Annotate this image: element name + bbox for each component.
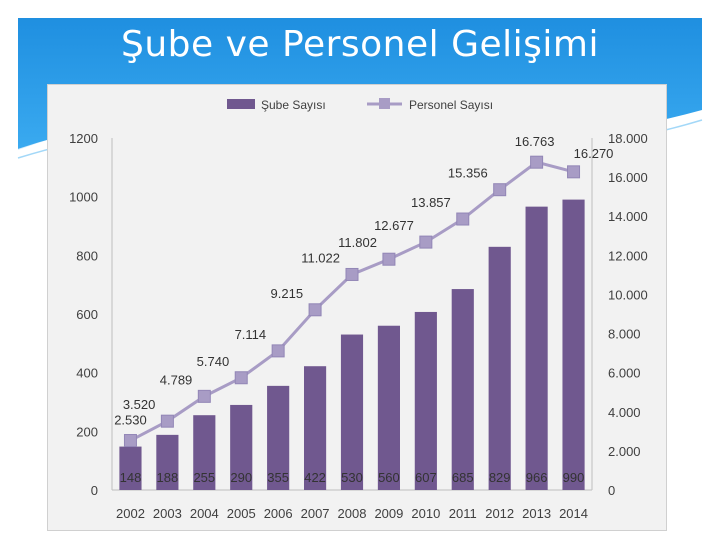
y-right-tick-label: 0 — [608, 483, 615, 498]
y-left-tick-label: 200 — [76, 424, 98, 439]
y-right-tick-label: 6.000 — [608, 366, 641, 381]
x-tick-label: 2006 — [264, 506, 293, 521]
x-tick-label: 2010 — [411, 506, 440, 521]
line-point-personel — [493, 183, 507, 197]
bar-data-label: 290 — [230, 470, 252, 485]
bar-data-label: 422 — [304, 470, 326, 485]
line-point-personel — [308, 303, 322, 317]
bar-data-label: 685 — [452, 470, 474, 485]
bar-data-label: 966 — [526, 470, 548, 485]
bar-data-label: 829 — [489, 470, 511, 485]
bar-sube-sayisi — [377, 325, 400, 490]
line-data-label: 12.677 — [374, 218, 414, 233]
legend-label-sube: Şube Sayısı — [261, 98, 326, 112]
line-data-label: 13.857 — [411, 195, 451, 210]
line-point-personel — [567, 165, 581, 179]
line-data-label: 16.763 — [515, 134, 555, 149]
line-point-personel — [419, 235, 433, 249]
line-point-personel — [382, 252, 396, 266]
line-data-label: 11.022 — [301, 250, 340, 265]
bar-sube-sayisi — [451, 289, 474, 490]
y-left-tick-label: 1000 — [69, 190, 98, 205]
line-data-label: 3.520 — [123, 397, 156, 412]
x-tick-label: 2002 — [116, 506, 145, 521]
legend-label-personel: Personel Sayısı — [409, 98, 493, 112]
line-data-label: 7.114 — [235, 327, 267, 342]
line-point-personel — [345, 267, 359, 281]
y-left-tick-label: 800 — [76, 248, 98, 263]
bar-sube-sayisi — [562, 199, 585, 490]
bar-data-label: 560 — [378, 470, 400, 485]
bar-sube-sayisi — [267, 385, 290, 490]
bar-data-label: 255 — [193, 470, 215, 485]
x-tick-label: 2012 — [485, 506, 514, 521]
bar-sube-sayisi — [414, 311, 437, 490]
slide-title: Şube ve Personel Gelişimi — [121, 24, 599, 65]
bar-sube-sayisi — [304, 366, 327, 490]
legend-swatch-sube — [227, 99, 255, 109]
bar-data-label: 355 — [267, 470, 289, 485]
x-tick-label: 2011 — [449, 506, 477, 521]
bar-data-label: 148 — [120, 470, 142, 485]
bar-sube-sayisi — [340, 334, 364, 490]
bar-sube-sayisi — [193, 415, 216, 490]
line-data-label: 15.356 — [448, 166, 488, 181]
x-tick-label: 2009 — [374, 506, 403, 521]
bar-sube-sayisi — [230, 404, 253, 490]
bar-data-label: 530 — [341, 470, 363, 485]
x-tick-label: 2007 — [301, 506, 330, 521]
bar-sube-sayisi — [119, 446, 142, 490]
legend-marker-personel — [379, 98, 390, 109]
y-left-tick-label: 600 — [76, 307, 98, 322]
bar-sube-sayisi — [525, 206, 548, 490]
line-point-personel — [234, 371, 248, 385]
y-left-tick-label: 400 — [76, 366, 98, 381]
line-point-personel — [197, 389, 211, 403]
x-tick-label: 2008 — [338, 506, 367, 521]
x-tick-label: 2014 — [559, 506, 588, 521]
line-point-personel — [123, 434, 137, 448]
x-tick-label: 2005 — [227, 506, 256, 521]
line-point-personel — [160, 414, 174, 428]
line-data-label: 4.789 — [160, 372, 193, 387]
bar-data-label: 188 — [157, 470, 179, 485]
y-right-tick-label: 12.000 — [608, 248, 648, 263]
line-data-label: 11.802 — [338, 235, 377, 250]
x-tick-label: 2003 — [153, 506, 182, 521]
bar-sube-sayisi — [156, 434, 179, 490]
y-left-tick-label: 1200 — [69, 131, 98, 146]
bar-sube-sayisi — [488, 246, 511, 490]
y-right-tick-label: 16.000 — [608, 170, 648, 185]
x-tick-label: 2004 — [190, 506, 219, 521]
bar-data-label: 990 — [563, 470, 585, 485]
x-tick-label: 2013 — [522, 506, 551, 521]
line-point-personel — [456, 212, 470, 226]
line-data-label: 5.740 — [197, 354, 230, 369]
y-right-tick-label: 18.000 — [608, 131, 648, 146]
y-right-tick-label: 8.000 — [608, 327, 641, 342]
y-right-tick-label: 2.000 — [608, 444, 641, 459]
y-right-tick-label: 10.000 — [608, 287, 648, 302]
line-data-label: 2.530 — [114, 413, 147, 428]
line-data-label: 9.215 — [271, 286, 304, 301]
combo-chart: 0 200 400 600 800 1000 1200 0 2.000 4.000 6.000 8.0… — [69, 98, 648, 521]
bar-data-label: 607 — [415, 470, 437, 485]
y-right-tick-label: 4.000 — [608, 405, 641, 420]
line-point-personel — [271, 344, 285, 358]
y-right-tick-label: 14.000 — [608, 209, 648, 224]
y-left-tick-label: 0 — [91, 483, 98, 498]
line-point-personel — [530, 155, 544, 169]
line-data-label: 16.270 — [574, 146, 614, 161]
